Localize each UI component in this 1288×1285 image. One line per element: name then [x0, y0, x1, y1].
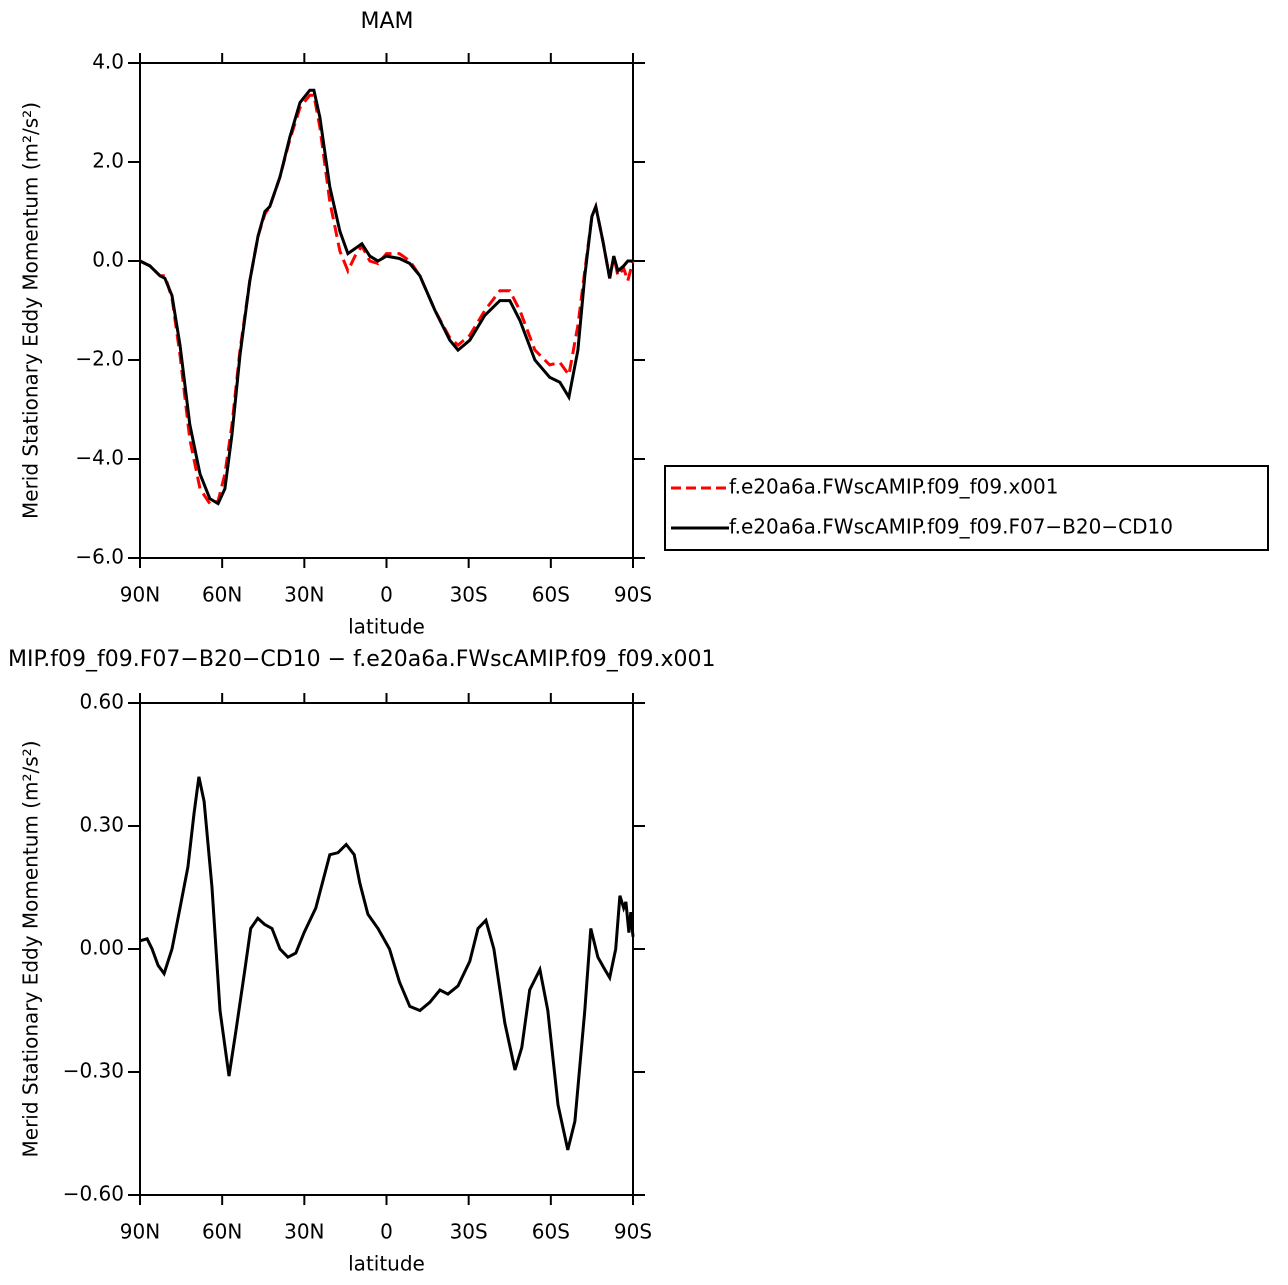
- x-axis-label: latitude: [348, 615, 425, 639]
- y-tick-label: −6.0: [75, 545, 124, 569]
- x-tick-label: 90N: [120, 583, 160, 607]
- data-line: [139, 93, 635, 506]
- plot-frame: [139, 62, 634, 559]
- x-tick-label: 90S: [614, 583, 652, 607]
- x-tick-label: 60N: [202, 583, 242, 607]
- x-axis-label: latitude: [348, 1252, 425, 1276]
- x-tick-label: 90S: [614, 1220, 652, 1244]
- y-tick-label: 0.0: [92, 248, 124, 272]
- x-tick-label: 30N: [284, 583, 324, 607]
- y-tick-label: 4.0: [92, 50, 124, 74]
- y-tick-label: 0.00: [79, 936, 124, 960]
- y-tick-label: −4.0: [75, 446, 124, 470]
- chart-title: MIP.f09_f09.F07−B20−CD10 − f.e20a6a.FWsc…: [8, 647, 716, 672]
- x-tick-label: 60S: [532, 583, 570, 607]
- legend-box: [664, 465, 1269, 551]
- y-tick-label: −2.0: [75, 347, 124, 371]
- x-tick-label: 0: [380, 1220, 393, 1244]
- x-tick-label: 30S: [450, 1220, 488, 1244]
- y-tick-label: 0.30: [79, 813, 124, 837]
- x-tick-label: 60S: [532, 1220, 570, 1244]
- chart-title: MAM: [360, 9, 413, 34]
- y-tick-label: 2.0: [92, 149, 124, 173]
- data-line: [139, 88, 633, 506]
- y-axis-label: Merid Stationary Eddy Momentum (m²/s²): [19, 102, 43, 519]
- legend-label: f.e20a6a.FWscAMIP.f09_f09.F07−B20−CD10: [729, 515, 1173, 539]
- x-tick-label: 0: [380, 583, 393, 607]
- y-tick-label: −0.60: [63, 1182, 124, 1206]
- data-line: [139, 776, 635, 1151]
- legend-label: f.e20a6a.FWscAMIP.f09_f09.x001: [729, 475, 1058, 499]
- y-tick-label: 0.60: [79, 690, 124, 714]
- x-tick-label: 30N: [284, 1220, 324, 1244]
- y-tick-label: −0.30: [63, 1059, 124, 1083]
- x-tick-label: 30S: [450, 583, 488, 607]
- y-axis-label: Merid Stationary Eddy Momentum (m²/s²): [19, 741, 43, 1158]
- plot-frame: [139, 702, 634, 1196]
- x-tick-label: 90N: [120, 1220, 160, 1244]
- x-tick-label: 60N: [202, 1220, 242, 1244]
